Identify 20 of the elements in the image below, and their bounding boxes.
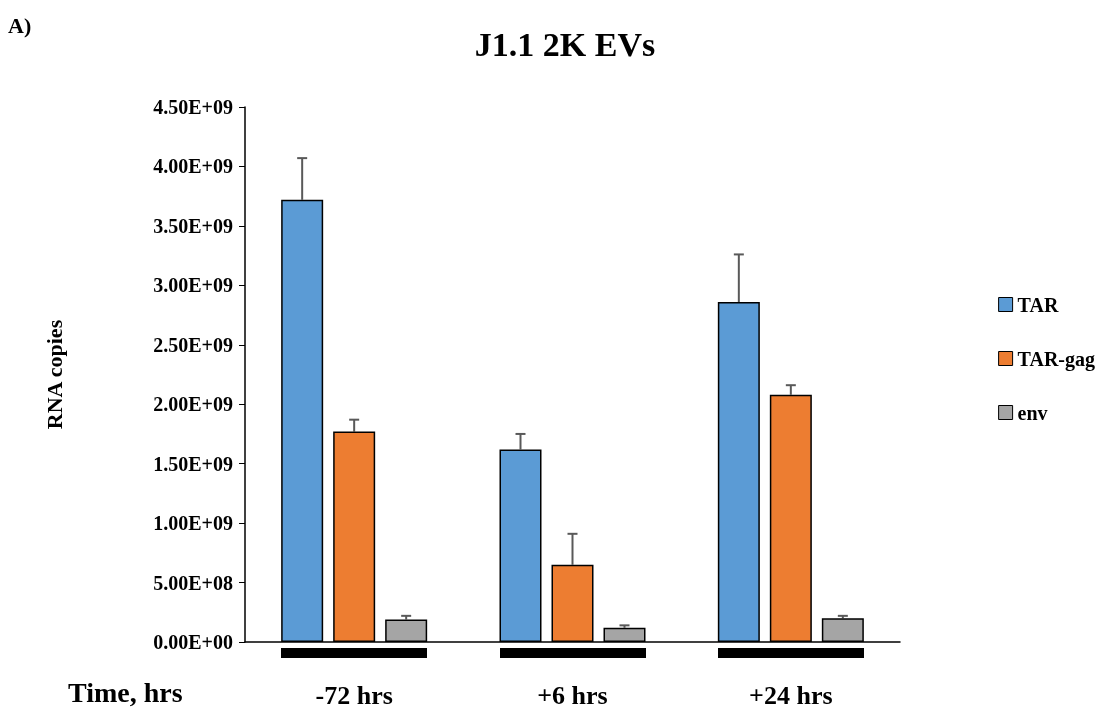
x-tick-label: +24 hrs [749,680,833,710]
legend-label: env [1017,401,1048,424]
chart-title: J1.1 2K EVs [474,25,656,63]
y-tick-label: 1.50E+09 [153,452,233,475]
x-tick-label: -72 hrs [315,680,393,710]
y-tick-label: 4.50E+09 [153,96,233,118]
x-tick-label: +6 hrs [537,680,608,710]
y-tick-label: 2.50E+09 [153,333,233,356]
y-tick-label: 5.00E+08 [153,571,233,594]
y-tick-label: 4.00E+09 [153,155,233,178]
y-tick-label: 0.00E+00 [153,631,233,653]
legend-label: TAR-gag [1017,347,1095,371]
legend-label: TAR [1017,293,1059,316]
y-tick-label: 1.00E+09 [153,512,233,535]
y-tick-label: 3.00E+09 [153,274,233,297]
y-axis-title: RNA copies [41,319,67,430]
y-tick-label: 3.50E+09 [153,214,233,237]
y-tick-label: 2.00E+09 [153,393,233,416]
x-axis-title: Time, hrs [68,676,183,708]
text: A) [8,12,32,38]
